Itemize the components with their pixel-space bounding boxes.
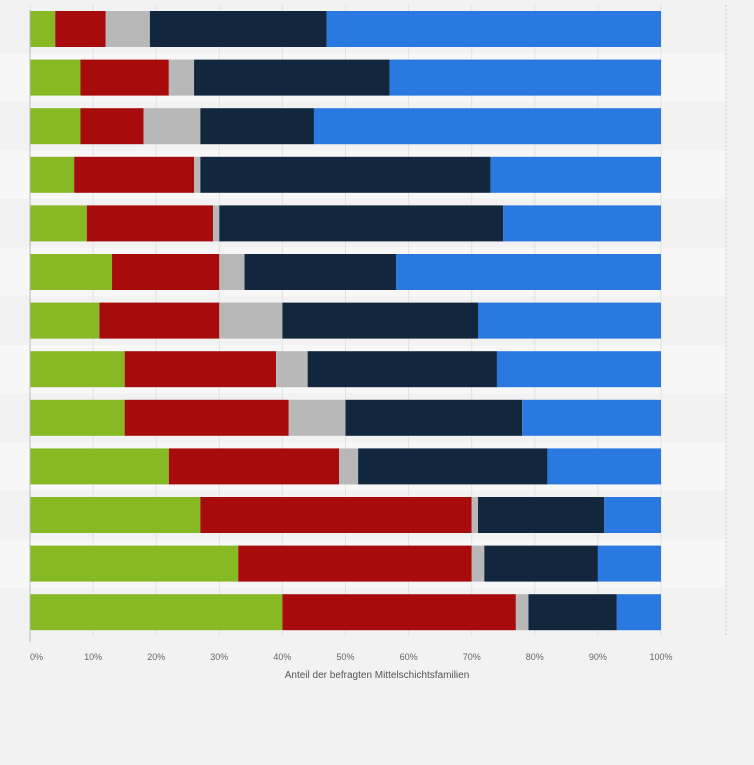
bar-segment [168,448,340,485]
bar-segment [74,156,195,193]
bar-segment [244,254,396,290]
bar-segment [478,302,661,339]
bar-segment [80,59,169,96]
bar-segment [200,497,472,533]
bar-segment [276,351,308,388]
bar-segment [478,497,605,533]
x-tick-labels: 0% 10% 20% 30% 40% 50% 60% 70% 80% 90% 100% [30,652,673,662]
x-tick-label: 90% [589,652,607,662]
bar-segment [30,302,100,339]
bar-segment [358,448,548,485]
bar-segment [395,254,661,290]
bar-segment [124,399,289,436]
bar-segment [490,156,661,193]
x-tick-label: 0% [30,652,43,662]
bar-segment [30,156,75,193]
bar-segment [55,11,106,47]
bar-segment [313,108,661,145]
bar-segment [80,108,144,145]
bar-segment [200,108,314,145]
bar-segment [616,594,661,631]
bar-segment [194,156,201,193]
bar-segment [522,399,661,436]
bar-segment [149,11,327,47]
bar-segment [30,59,81,96]
bar-segment [30,11,56,47]
bar-segment [307,351,497,388]
bar-segment [219,302,283,339]
bar-segment [30,594,283,631]
bar-segment [194,59,390,96]
bar-segment [143,108,201,145]
bars [30,11,661,631]
bar-segment [30,545,239,582]
bar-segment [168,59,195,96]
bar-segment [200,156,491,193]
bar-segment [503,205,661,242]
x-tick-label: 70% [463,652,481,662]
bar-segment [282,594,516,631]
x-tick-label: 80% [526,652,544,662]
bar-segment [30,351,125,388]
x-tick-label: 10% [84,652,102,662]
bar-segment [99,302,220,339]
bar-segment [30,205,87,242]
x-axis-label: Anteil der befragten Mittelschichtsfamil… [285,670,470,681]
bar-segment [30,497,201,533]
bar-segment [547,448,661,485]
bar-segment [288,399,346,436]
bar-segment [282,302,479,339]
bar-segment [30,399,125,436]
bar-segment [30,108,81,145]
x-tick-label: 100% [649,652,672,662]
x-tick-label: 40% [273,652,291,662]
bar-segment [112,254,220,290]
bar-segment [326,11,661,47]
x-tick-label: 30% [210,652,228,662]
bar-segment [471,545,485,582]
bar-segment [238,545,472,582]
bar-segment [219,254,245,290]
bar-segment [597,545,661,582]
bar-segment [345,399,523,436]
bar-segment [86,205,213,242]
x-tick-label: 60% [400,652,418,662]
bar-segment [212,205,220,242]
bar-segment [604,497,661,533]
bar-segment [30,448,169,485]
bar-segment [219,205,504,242]
x-tick-label: 50% [336,652,354,662]
bar-segment [496,351,661,388]
bar-segment [105,11,150,47]
bar-segment [339,448,359,485]
bar-segment [124,351,277,388]
bar-segment [484,545,598,582]
bar-segment [30,254,113,290]
bar-segment [528,594,617,631]
bar-segment [471,497,479,533]
bar-segment [515,594,529,631]
bar-segment [389,59,661,96]
x-tick-label: 20% [147,652,165,662]
